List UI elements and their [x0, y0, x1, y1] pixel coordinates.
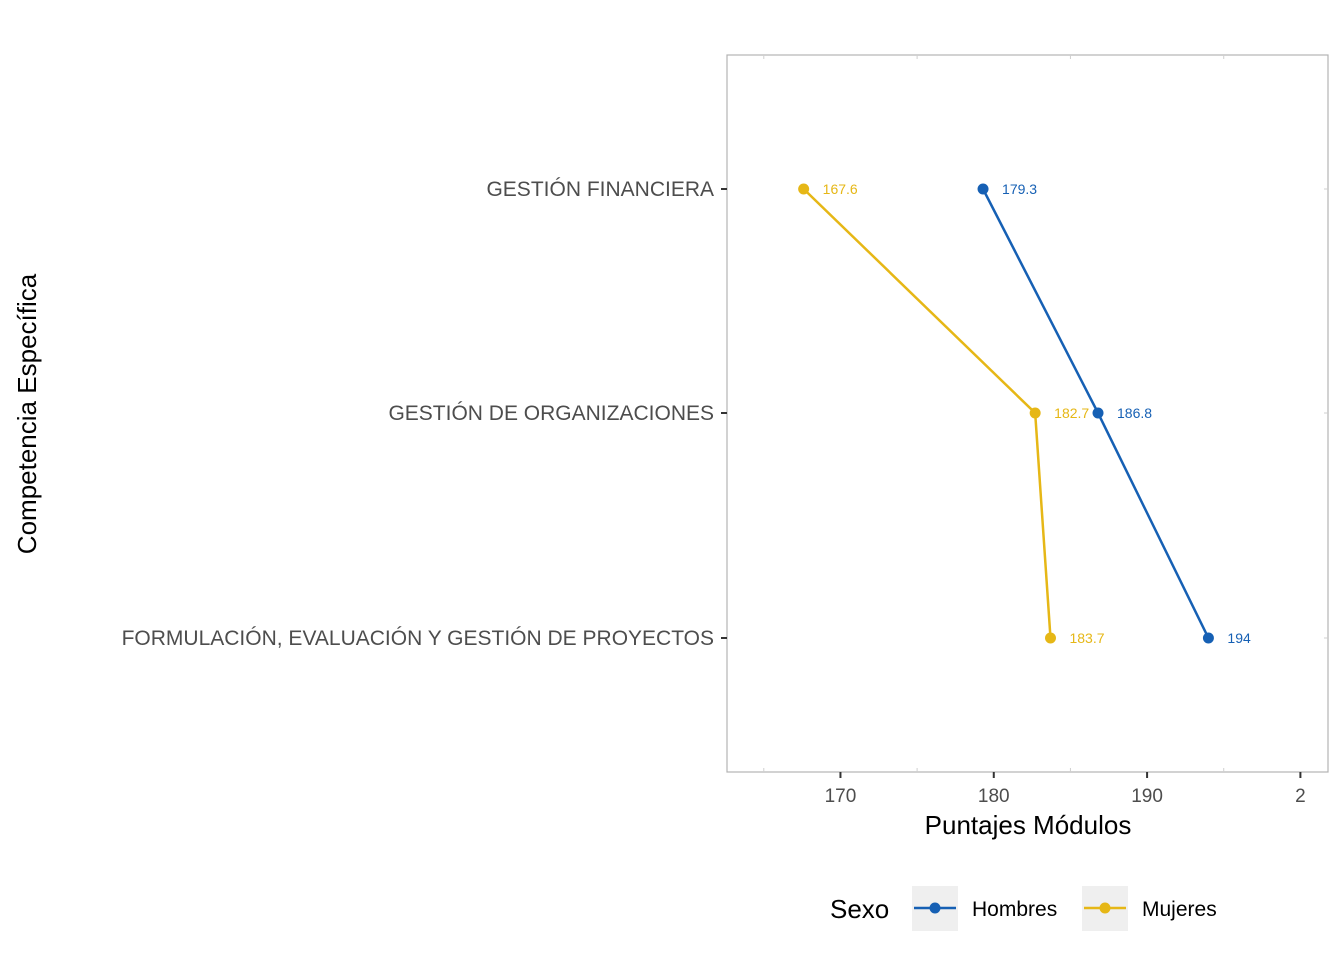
point-hombres-formulacion-evaluacion-y-gestion-de-proyectos: [1202, 632, 1214, 644]
point-mujeres-gestion-de-organizaciones: [1029, 407, 1041, 419]
data-label-hombres-gestion-financiera: 179.3: [1002, 181, 1037, 197]
data-label-mujeres-formulacion-evaluacion-y-gestion-de-proyectos: 183.7: [1069, 630, 1104, 646]
y-axis-title: Competencia Específica: [12, 273, 42, 554]
point-mujeres-gestion-financiera: [798, 183, 810, 195]
x-tick-label-200: 2: [1295, 786, 1306, 807]
data-label-hombres-gestion-de-organizaciones: 186.8: [1117, 405, 1152, 421]
legend-item-hombres: Hombres: [912, 886, 1057, 931]
x-tick-label-180: 180: [978, 786, 1010, 807]
data-label-hombres-formulacion-evaluacion-y-gestion-de-proyectos: 194: [1227, 630, 1251, 646]
data-label-mujeres-gestion-de-organizaciones: 182.7: [1054, 405, 1089, 421]
y-tick-label-gestion-de-organizaciones: GESTIÓN DE ORGANIZACIONES: [388, 402, 714, 425]
legend-title: Sexo: [830, 894, 889, 924]
legend-item-mujeres: Mujeres: [1082, 886, 1217, 931]
point-hombres-gestion-de-organizaciones: [1092, 407, 1104, 419]
x-tick-label-170: 170: [825, 786, 857, 807]
legend-label-mujeres: Mujeres: [1142, 898, 1217, 921]
y-tick-label-formulacion-evaluacion-y-gestion-de-proyectos: FORMULACIÓN, EVALUACIÓN Y GESTIÓN DE PRO…: [122, 627, 714, 650]
data-label-mujeres-gestion-financiera: 167.6: [823, 181, 858, 197]
point-hombres-gestion-financiera: [977, 183, 989, 195]
legend-label-hombres: Hombres: [972, 898, 1057, 921]
legend: Sexo Hombres Mujeres: [830, 886, 1217, 931]
legend-point-hombres: [929, 902, 941, 914]
legend-point-mujeres: [1099, 902, 1111, 914]
y-tick-label-gestion-financiera: GESTIÓN FINANCIERA: [486, 178, 714, 201]
x-tick-label-190: 190: [1131, 786, 1163, 807]
plot-panel: [726, 54, 1329, 773]
x-axis-title: Puntajes Módulos: [925, 810, 1132, 840]
point-mujeres-formulacion-evaluacion-y-gestion-de-proyectos: [1044, 632, 1056, 644]
